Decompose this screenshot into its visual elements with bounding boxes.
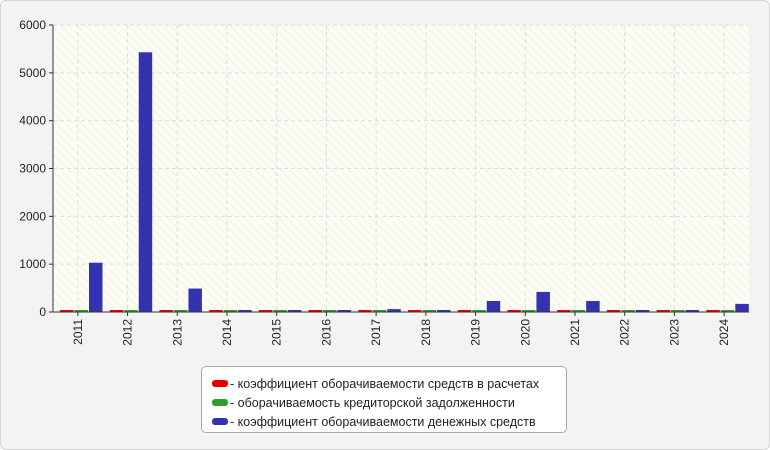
y-tick-labels: 0 1000 2000 3000 4000 5000 6000 — [19, 18, 46, 319]
bar-cash-2017 — [387, 309, 401, 312]
bar-payables-2023 — [671, 310, 685, 312]
axes — [49, 24, 749, 316]
x-tick-label: 2024 — [717, 319, 731, 346]
bar-settlements-2012 — [109, 310, 124, 312]
x-tick-label: 2016 — [319, 319, 333, 346]
x-tick-label: 2018 — [419, 319, 433, 346]
bar-settlements-2022 — [606, 310, 621, 312]
bar-payables-2024 — [720, 310, 735, 312]
legend-item-cash: - коэффициент оборачиваемости денежных с… — [212, 412, 566, 431]
bar-settlements-2014 — [209, 310, 223, 312]
x-tick-labels: 2011 2012 2013 2014 2015 2016 2017 2018 2019 2020… — [71, 319, 731, 346]
bar-settlements-2015 — [258, 310, 273, 312]
bar-payables-2018 — [422, 310, 436, 312]
legend-item-payables: - оборачиваемость кредиторской задолженн… — [212, 393, 566, 412]
y-tick-label: 5000 — [19, 66, 46, 80]
bar-payables-2019 — [472, 310, 486, 312]
x-tick-label: 2015 — [270, 319, 284, 346]
x-tick-label: 2019 — [469, 319, 483, 346]
bar-cash-2016 — [337, 310, 352, 312]
bar-payables-2021 — [571, 310, 586, 312]
y-tick-label: 3000 — [19, 162, 46, 176]
bar-payables-2014 — [223, 310, 238, 312]
bar-cash-2021 — [586, 300, 600, 312]
x-tick-label: 2023 — [667, 319, 681, 346]
legend: - коэффициент оборачиваемости средств в … — [201, 366, 567, 433]
bar-settlements-2016 — [308, 310, 323, 312]
bar-payables-2013 — [173, 310, 188, 312]
bar-payables-2011 — [74, 310, 88, 312]
x-tick-label: 2012 — [121, 319, 135, 346]
legend-swatch-green — [212, 399, 228, 406]
bar-settlements-2024 — [706, 310, 720, 312]
x-tick-label: 2014 — [220, 319, 234, 346]
bar-settlements-2020 — [507, 310, 521, 312]
bar-payables-2017 — [372, 310, 387, 312]
bar-payables-2022 — [621, 310, 635, 312]
legend-label-cash: - коэффициент оборачиваемости денежных с… — [230, 414, 536, 429]
bar-cash-2014 — [238, 310, 252, 312]
bar-cash-2024 — [735, 303, 749, 312]
bar-cash-2013 — [188, 288, 202, 312]
bar-settlements-2019 — [457, 310, 472, 312]
legend-label-settlements: - коэффициент оборачиваемости средств в … — [230, 376, 540, 391]
bar-settlements-2023 — [656, 310, 671, 312]
x-tick-label: 2011 — [71, 319, 85, 345]
bar-cash-2015 — [287, 310, 302, 312]
bar-cash-2018 — [437, 310, 451, 312]
bar-settlements-2018 — [408, 310, 422, 312]
bar-cash-2022 — [635, 310, 650, 312]
bar-settlements-2021 — [557, 310, 571, 312]
legend-swatch-red — [212, 380, 228, 387]
y-tick-label: 0 — [39, 305, 46, 319]
grid-lines — [53, 24, 749, 312]
bar-settlements-2017 — [358, 310, 372, 312]
legend-label-payables: - оборачиваемость кредиторской задолженн… — [230, 395, 515, 410]
bar-settlements-2011 — [60, 310, 74, 312]
bar-settlements-2013 — [159, 310, 173, 312]
bar-cash-2023 — [685, 310, 700, 312]
y-tick-label: 2000 — [19, 209, 46, 223]
y-tick-label: 6000 — [19, 18, 46, 32]
bar-cash-2019 — [486, 300, 501, 312]
bars — [60, 52, 749, 312]
bar-cash-2012 — [138, 52, 153, 312]
bar-payables-2016 — [323, 310, 337, 312]
x-tick-label: 2013 — [170, 319, 184, 346]
x-tick-label: 2020 — [518, 319, 532, 346]
bar-payables-2012 — [124, 310, 138, 312]
bar-payables-2020 — [521, 310, 536, 312]
bar-cash-2020 — [536, 291, 550, 312]
y-tick-label: 1000 — [19, 257, 46, 271]
y-tick-label: 4000 — [19, 114, 46, 128]
x-tick-label: 2022 — [618, 319, 632, 346]
x-tick-label: 2021 — [568, 319, 582, 346]
bar-payables-2015 — [273, 310, 287, 312]
legend-item-settlements: - коэффициент оборачиваемости средств в … — [212, 374, 566, 393]
x-tick-label: 2017 — [369, 319, 383, 346]
legend-swatch-blue — [212, 418, 228, 425]
bar-cash-2011 — [89, 262, 103, 312]
